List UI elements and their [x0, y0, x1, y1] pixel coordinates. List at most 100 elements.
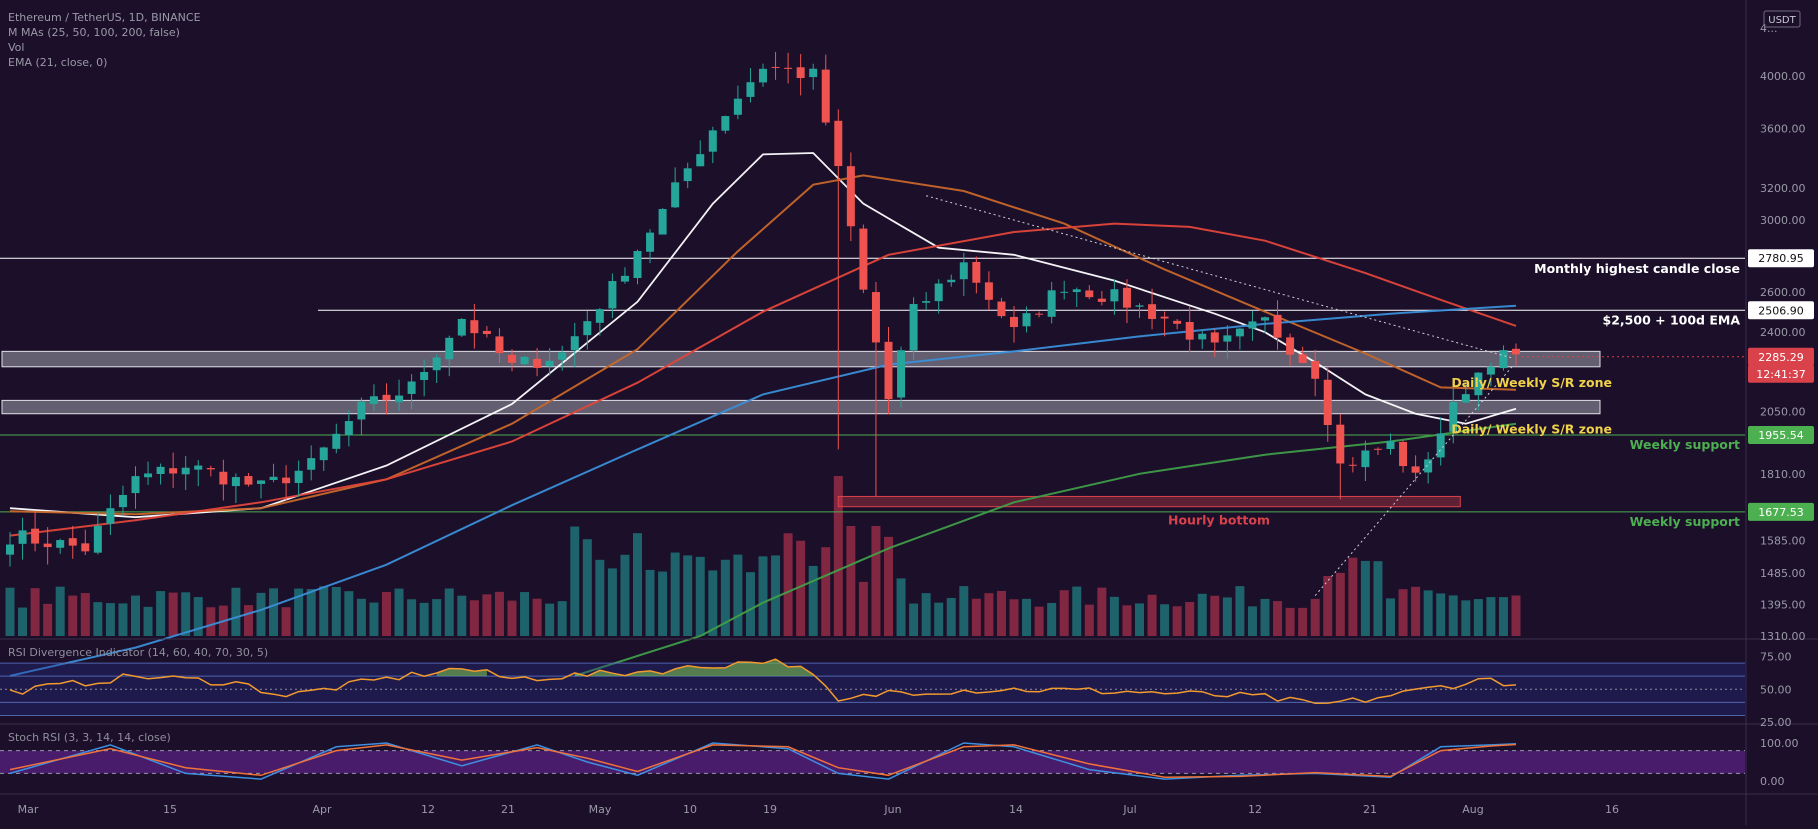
- ascending-trendline: [1314, 366, 1513, 596]
- candle-body: [144, 473, 153, 478]
- legend-vol[interactable]: Vol: [8, 41, 25, 54]
- candle-body: [1160, 316, 1169, 319]
- volume-bar: [532, 598, 542, 636]
- volume-bar: [30, 588, 40, 636]
- volume-bar: [520, 592, 530, 636]
- descending-trendline: [926, 195, 1513, 359]
- volume-bar: [1147, 594, 1157, 636]
- candle-body: [1399, 441, 1408, 467]
- legend-symbol[interactable]: Ethereum / TetherUS, 1D, BINANCE: [8, 11, 201, 24]
- price-tick-label: 3000.00: [1760, 214, 1806, 227]
- candle-body: [332, 433, 341, 449]
- candle-body: [959, 262, 968, 280]
- volume-bar: [143, 606, 153, 636]
- time-tick-label: 21: [501, 803, 515, 816]
- stoch-legend[interactable]: Stoch RSI (3, 3, 14, 14, close): [8, 731, 171, 744]
- candle-body: [81, 543, 90, 552]
- ma-line: [9, 222, 1517, 537]
- chart-legend: Ethereum / TetherUS, 1D, BINANCE M MAs (…: [8, 10, 201, 70]
- legend-ema[interactable]: EMA (21, close, 0): [8, 56, 108, 69]
- price-marker-label: 12:41:37: [1756, 368, 1805, 381]
- candle-body: [319, 447, 328, 461]
- volume-bar: [131, 595, 140, 636]
- volume-bar: [93, 602, 103, 636]
- volume-bar: [921, 593, 931, 636]
- price-marker-label: 1955.54: [1758, 429, 1804, 442]
- candle-body: [457, 319, 466, 336]
- volume-bar: [683, 555, 693, 636]
- price-axis[interactable]: 4...4000.003600.003200.003000.002600.002…: [1745, 0, 1814, 825]
- volume-bar: [1097, 587, 1107, 636]
- volume-bar: [934, 602, 944, 636]
- rsi-legend[interactable]: RSI Divergence Indicator (14, 60, 40, 70…: [8, 646, 269, 659]
- candle-body: [244, 476, 253, 485]
- volume-bar: [1197, 593, 1207, 636]
- annotation-label: Hourly bottom: [1168, 513, 1270, 528]
- price-tick-label: 1485.00: [1760, 567, 1806, 580]
- volume-bar: [1072, 586, 1082, 636]
- volume-bar: [382, 591, 391, 636]
- candle-body: [922, 301, 931, 303]
- volume-bar: [582, 539, 592, 636]
- time-tick-label: 12: [421, 803, 435, 816]
- volume-bar: [181, 592, 191, 636]
- candle-body: [1135, 305, 1144, 307]
- annotation-label: Daily/ Weekly S/R zone: [1451, 375, 1612, 390]
- candle-body: [395, 395, 404, 403]
- candle-body: [344, 421, 353, 436]
- candle-body: [1185, 322, 1194, 340]
- candle-body: [1336, 424, 1345, 464]
- volume-bar: [469, 600, 479, 636]
- volume-bar: [695, 556, 705, 636]
- volume-bar: [833, 476, 843, 636]
- volume-bar: [821, 547, 831, 636]
- volume-bar: [858, 581, 868, 636]
- volume-bar: [243, 605, 253, 636]
- volume-bar: [658, 571, 668, 636]
- volume-bar: [1323, 575, 1333, 636]
- candle-body: [131, 476, 140, 494]
- volume-bar: [344, 591, 354, 636]
- time-tick-label: Mar: [18, 803, 39, 816]
- hourly-bottom-zone: [837, 495, 1461, 508]
- volume-bar: [193, 597, 203, 636]
- stoch-d-line: [9, 743, 1517, 778]
- volume-bar: [708, 570, 718, 636]
- volume-bar: [507, 600, 517, 636]
- sr-zone: [1, 399, 1601, 415]
- price-tick-label: 1810.00: [1760, 468, 1806, 481]
- candle-body: [696, 154, 705, 167]
- time-axis[interactable]: Mar 15 Apr 12 21 May 10 19 Jun 14 Jul 12 21 Aug 16: [18, 803, 1619, 816]
- volume-bar: [55, 586, 65, 636]
- ma-line: [574, 422, 1517, 677]
- volume-bar: [971, 598, 981, 636]
- candle-body: [947, 279, 956, 283]
- volume-bar: [909, 603, 919, 636]
- volume-bar: [1298, 607, 1308, 636]
- volume-bar: [607, 568, 617, 636]
- stoch-band: [0, 750, 1745, 774]
- volume-bar: [118, 603, 128, 636]
- volume-bar: [1448, 595, 1458, 636]
- price-tick-label: 2050.00: [1760, 405, 1806, 418]
- annotations: Monthly highest candle close $2,500 + 100…: [1168, 261, 1740, 529]
- stoch-tick-label: 100.00: [1760, 737, 1799, 750]
- candle-body: [307, 458, 316, 470]
- volume-bar: [331, 587, 341, 636]
- candle-body: [1085, 290, 1094, 298]
- horizontal-levels: [0, 257, 1745, 513]
- volume-bar: [946, 597, 956, 636]
- candle-body: [282, 477, 291, 484]
- candle-body: [1323, 379, 1332, 426]
- candle-body: [1273, 314, 1282, 338]
- rsi-tick-label: 25.00: [1760, 716, 1792, 729]
- candle-body: [658, 209, 667, 235]
- volume-bar: [1260, 598, 1270, 636]
- legend-ma[interactable]: M MAs (25, 50, 100, 200, false): [8, 26, 180, 39]
- candle-body: [31, 528, 40, 544]
- candle-body: [984, 282, 993, 300]
- candle-body: [1499, 350, 1508, 369]
- candle-body: [420, 371, 429, 381]
